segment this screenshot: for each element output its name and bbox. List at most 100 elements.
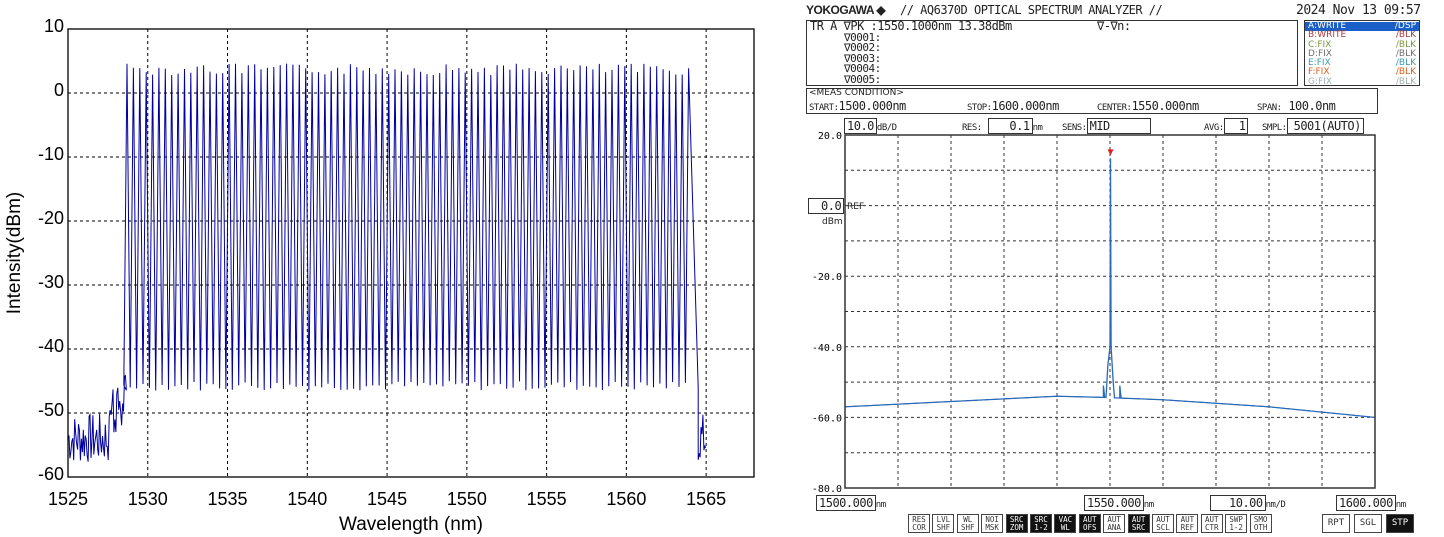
y-tick-label: -60.0 [812,413,842,424]
x-unit: nm [1143,500,1154,510]
y-tick-label: 20.0 [818,131,842,142]
plot-frame [844,134,1376,489]
span-value: 100.0nm [1288,99,1336,113]
meas-condition-panel: <MEAS CONDITION> START:1500.000nm STOP:1… [806,88,1378,114]
y-tick-label: -10 [38,144,64,164]
datetime: 2024 Nov 13 09:57 [1296,3,1421,18]
y-tick-label: -40.0 [812,343,842,354]
x-tick-label: 1535 [208,489,248,509]
marker-panel: TR A ∇PK :1550.1000nm 13.38dBm ∇-∇n: ∇00… [806,20,1298,86]
stp-button[interactable]: STP [1386,514,1414,533]
series-line [844,158,1375,418]
function-button[interactable]: SWP 1-2 [1225,514,1248,533]
y-tick-label: 10 [44,16,64,36]
y-tick-label: -50 [38,400,64,420]
trace-mode: /DSP [1394,21,1416,31]
ref-unit: dBm [822,217,843,227]
marker-slot: ∇0003: [844,51,881,65]
sgl-button[interactable]: SGL [1354,514,1382,533]
ref-label: REF [847,202,865,212]
stop-value: 1600.000nm [991,99,1060,113]
trace-item[interactable]: G:FIX/BLK [1305,76,1419,87]
smpl-label: SMPL: [1262,123,1287,133]
trace-item[interactable]: A:WRITE/DSP [1305,21,1419,32]
osa-screen: YOKOGAWA ◆ // AQ6370D OPTICAL SPECTRUM A… [800,0,1444,537]
function-button[interactable]: NOI MSK [981,514,1004,533]
x-tick-label: 1530 [128,489,168,509]
meas-condition-title: <MEAS CONDITION> [809,88,904,98]
function-button[interactable]: SRC 1-2 [1030,514,1052,533]
function-button[interactable]: SRC ZOM [1005,514,1028,533]
function-button[interactable]: RES COR [908,514,930,533]
rpt-button[interactable]: RPT [1322,514,1350,533]
function-button[interactable]: AUT REF [1176,514,1199,533]
y-tick-label: -20.0 [812,272,842,283]
x-center-value[interactable]: 1550.000 [1084,495,1144,511]
x-tick-label: 1555 [527,489,567,509]
trace-mode: /BLK [1395,67,1416,78]
x-stop-value[interactable]: 1600.000 [1336,495,1396,511]
x-tick-label: 1525 [48,489,88,509]
smpl-value[interactable]: 5001(AUTO) [1286,118,1364,134]
x-start-value[interactable]: 1500.000 [816,495,876,511]
trace-name: E:FIX [1308,58,1331,69]
start-value: 1500.000nm [838,99,907,113]
span-label: SPAN: [1257,103,1282,113]
tick-labels: 20.0 -20.0 -40.0 -60.0 -80.0 [812,131,842,495]
trace-name: D:FIX [1308,48,1332,59]
trace-mode: /BLK [1395,76,1416,87]
function-button[interactable]: AUT OFS [1078,514,1101,533]
plot-frame [67,28,755,478]
function-button[interactable]: AUT ANA [1103,514,1126,533]
instrument-title: // AQ6370D OPTICAL SPECTRUM ANALYZER // [900,3,1163,17]
marker-slot: ∇0004: [844,62,881,76]
res-value[interactable]: 0.1 [988,118,1033,134]
trace-item[interactable]: F:FIX/BLK [1305,67,1419,78]
sens-value[interactable]: MID [1086,118,1151,134]
trace-item[interactable]: E:FIX/BLK [1305,58,1419,69]
trace-name: G:FIX [1308,76,1333,87]
tick-labels: 1525 1530 1535 1540 1545 1550 1555 1560 1565 10 0 -… [38,16,726,509]
trace-name: F:FIX [1308,67,1330,78]
comb-spectrum-chart: 1525 1530 1535 1540 1545 1550 1555 1560 1565 10 0 -… [4,16,755,535]
trace-mode: /BLK [1395,30,1416,41]
trace-mode: /BLK [1395,39,1416,50]
y-tick-label: -20 [38,208,64,228]
res-label: RES: [962,123,982,133]
avg-label: AVG: [1204,123,1224,133]
delta-marker-label: ∇-∇n: [1097,19,1131,33]
trace-mode: /BLK [1395,58,1416,69]
start-label: START: [809,103,839,113]
trace-item[interactable]: D:FIX/BLK [1305,48,1419,59]
y-tick-label: -40 [38,336,64,356]
marker-peak: TR A ∇PK :1550.1000nm 13.38dBm [810,19,1012,33]
x-tick-label: 1560 [606,489,646,509]
x-tick-label: 1550 [447,489,487,509]
function-button[interactable]: VAC WL [1054,514,1077,533]
function-button[interactable]: AUT CTR [1200,514,1223,533]
scale-value[interactable]: 10.0 [844,118,877,134]
y-tick-label: -30 [38,272,64,292]
sens-label: SENS: [1062,123,1087,133]
trace-item[interactable]: B:WRITE/BLK [1305,30,1419,41]
function-button[interactable]: LVL SHF [932,514,955,533]
marker-slot: ∇0001: [844,31,881,44]
trace-item[interactable]: C:FIX/BLK [1305,39,1419,50]
function-button[interactable]: AUT SCL [1152,514,1174,533]
x-tick-label: 1540 [287,489,327,509]
x-tick-label: 1565 [686,489,726,509]
spectrum-plot: 20.0 -20.0 -40.0 -60.0 -80.0 [812,131,1376,495]
function-button[interactable]: SMO OTH [1249,514,1272,533]
function-button[interactable]: AUT SRC [1127,514,1150,533]
x-div-value[interactable]: 10.00 [1210,495,1266,511]
brand-logo: YOKOGAWA ◆ [806,3,886,17]
avg-value[interactable]: 1 [1223,118,1249,134]
ref-value[interactable]: 0.0 [808,198,845,214]
peak-marker-icon [1107,149,1114,156]
trace-name: B:WRITE [1308,30,1347,41]
trace-mode: /BLK [1395,48,1416,59]
x-axis-label: Wavelength (nm) [339,514,483,535]
center-label: CENTER: [1097,103,1132,113]
y-axis-label: Intensity(dBm) [4,192,25,314]
function-button[interactable]: WL SHF [956,514,979,533]
